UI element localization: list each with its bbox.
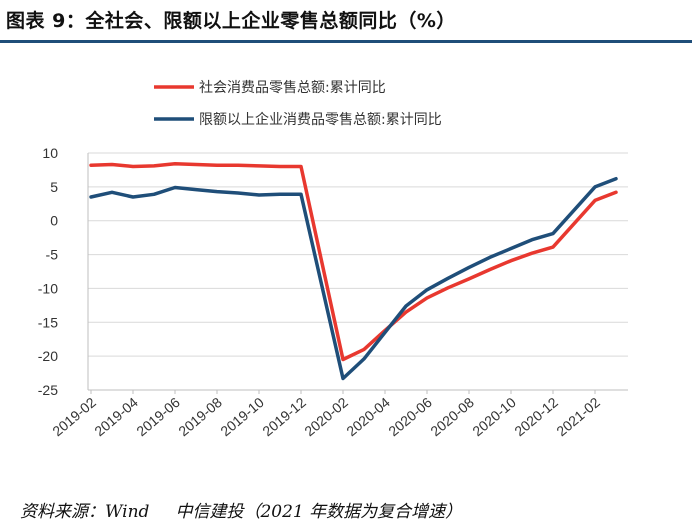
x-tick-label: 2020-04 <box>343 394 393 439</box>
y-tick-label: -10 <box>38 280 58 296</box>
x-tick-label: 2019-12 <box>259 394 309 439</box>
x-tick-label: 2019-04 <box>91 394 141 439</box>
title-rule <box>0 40 692 43</box>
legend-label-2: 限额以上企业消费品零售总额:累计同比 <box>199 111 442 128</box>
series-lines <box>89 162 618 381</box>
y-tick-label: 10 <box>42 145 58 161</box>
y-tick-label: -5 <box>46 247 59 263</box>
series-line-2 <box>89 176 618 381</box>
source-label: 资料来源：Wind <box>20 502 150 522</box>
x-tick-label: 2019-02 <box>49 394 99 439</box>
y-tick-label: 0 <box>50 213 58 229</box>
x-tick-label: 2020-02 <box>301 394 351 439</box>
legend-label-1: 社会消费品零售总额:累计同比 <box>199 80 386 96</box>
x-tick-label: 2019-06 <box>133 394 183 439</box>
y-tick-label: -20 <box>38 348 58 364</box>
axes <box>87 153 628 391</box>
x-tick-label: 2020-08 <box>427 394 477 439</box>
x-tick-label: 2020-10 <box>469 394 519 439</box>
series-line-1 <box>89 162 618 362</box>
source-org: 中信建投（2021 年数据为复合增速） <box>175 502 463 522</box>
x-tick-label: 2020-06 <box>385 394 435 439</box>
grid-lines <box>88 152 628 357</box>
y-tick-labels: 10 5 0 -5 -10 -15 -20 -25 <box>38 145 58 398</box>
x-tick-label: 2021-02 <box>553 394 603 439</box>
y-tick-label: -15 <box>38 314 58 330</box>
y-tick-label: -25 <box>38 382 58 398</box>
chart-title: 图表 9：全社会、限额以上企业零售总额同比（%） <box>6 10 456 32</box>
x-tick-label: 2019-08 <box>175 394 225 439</box>
x-tick-label: 2019-10 <box>217 394 267 439</box>
y-tick-label: 5 <box>50 179 58 195</box>
x-tick-labels: 2019-022019-042019-062019-082019-102019-… <box>49 390 603 439</box>
x-tick-label: 2020-12 <box>511 394 561 439</box>
footer-source: 资料来源：Wind 中信建投（2021 年数据为复合增速） <box>20 497 462 522</box>
